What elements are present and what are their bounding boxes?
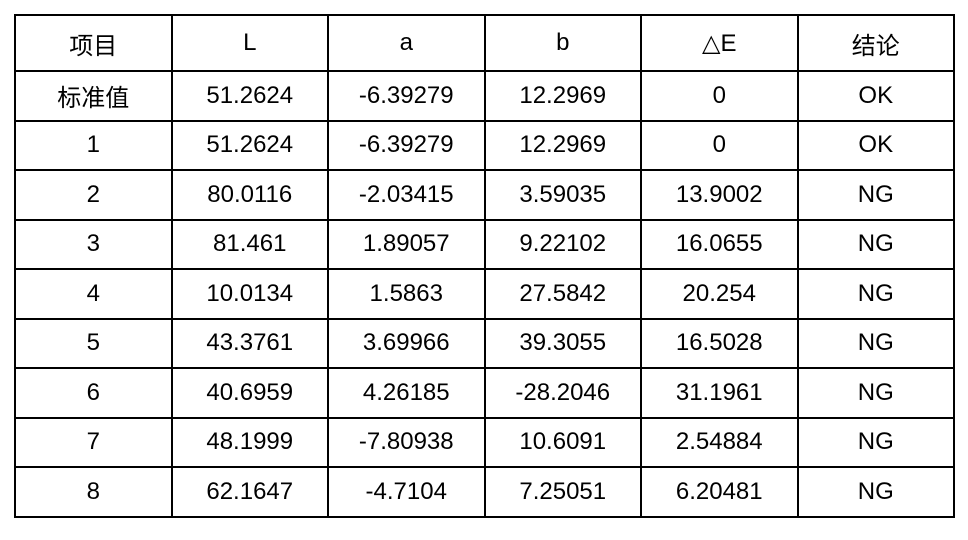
cell-a: 3.69966 — [327, 317, 486, 369]
cell-a: -6.39279 — [327, 70, 486, 122]
cell-L: 81.461 — [170, 218, 329, 270]
cell-b: 9.22102 — [483, 218, 642, 270]
cell-item: 5 — [14, 317, 173, 369]
results-table-container: 项目 L a b △E 结论 标准值 51.2624 -6.39279 12.2… — [14, 14, 955, 518]
cell-b: 12.2969 — [483, 70, 642, 122]
cell-conclusion: NG — [796, 268, 955, 320]
table-row-1: 1 51.2624 -6.39279 12.2969 0 OK — [14, 119, 955, 171]
header-row: 项目 L a b △E 结论 — [14, 14, 955, 72]
cell-L: 48.1999 — [170, 416, 329, 468]
cell-item: 标准值 — [14, 70, 173, 122]
cell-item: 2 — [14, 169, 173, 221]
cell-L: 62.1647 — [170, 466, 329, 518]
cell-conclusion: NG — [796, 416, 955, 468]
cell-deltaE: 13.9002 — [640, 169, 799, 221]
cell-conclusion: NG — [796, 218, 955, 270]
cell-deltaE: 0 — [640, 119, 799, 171]
cell-L: 40.6959 — [170, 367, 329, 419]
cell-deltaE: 20.254 — [640, 268, 799, 320]
table-row-3: 3 81.461 1.89057 9.22102 16.0655 NG — [14, 218, 955, 270]
cell-b: 10.6091 — [483, 416, 642, 468]
cell-item: 1 — [14, 119, 173, 171]
table-header: 项目 L a b △E 结论 — [14, 14, 955, 72]
cell-conclusion: OK — [796, 119, 955, 171]
cell-deltaE: 0 — [640, 70, 799, 122]
cell-a: -2.03415 — [327, 169, 486, 221]
header-item: 项目 — [14, 14, 173, 72]
cell-L: 43.3761 — [170, 317, 329, 369]
header-conclusion: 结论 — [796, 14, 955, 72]
table-row-2: 2 80.0116 -2.03415 3.59035 13.9002 NG — [14, 169, 955, 221]
cell-item: 3 — [14, 218, 173, 270]
cell-b: 3.59035 — [483, 169, 642, 221]
cell-a: -7.80938 — [327, 416, 486, 468]
cell-deltaE: 2.54884 — [640, 416, 799, 468]
cell-item: 7 — [14, 416, 173, 468]
cell-b: 27.5842 — [483, 268, 642, 320]
table-row-4: 4 10.0134 1.5863 27.5842 20.254 NG — [14, 268, 955, 320]
cell-item: 8 — [14, 466, 173, 518]
cell-conclusion: NG — [796, 466, 955, 518]
cell-a: -4.7104 — [327, 466, 486, 518]
table-row-7: 7 48.1999 -7.80938 10.6091 2.54884 NG — [14, 416, 955, 468]
cell-conclusion: NG — [796, 317, 955, 369]
cell-item: 4 — [14, 268, 173, 320]
table-row-8: 8 62.1647 -4.7104 7.25051 6.20481 NG — [14, 466, 955, 518]
cell-L: 10.0134 — [170, 268, 329, 320]
cell-deltaE: 6.20481 — [640, 466, 799, 518]
cell-deltaE: 16.0655 — [640, 218, 799, 270]
cell-deltaE: 31.1961 — [640, 367, 799, 419]
cell-conclusion: NG — [796, 367, 955, 419]
table-body: 标准值 51.2624 -6.39279 12.2969 0 OK 1 51.2… — [14, 70, 955, 518]
cell-a: 1.89057 — [327, 218, 486, 270]
cell-item: 6 — [14, 367, 173, 419]
cell-b: 39.3055 — [483, 317, 642, 369]
table-row-6: 6 40.6959 4.26185 -28.2046 31.1961 NG — [14, 367, 955, 419]
header-a: a — [327, 14, 486, 72]
cell-b: -28.2046 — [483, 367, 642, 419]
header-b: b — [483, 14, 642, 72]
cell-a: -6.39279 — [327, 119, 486, 171]
cell-L: 51.2624 — [170, 70, 329, 122]
cell-b: 7.25051 — [483, 466, 642, 518]
cell-conclusion: OK — [796, 70, 955, 122]
table-row-5: 5 43.3761 3.69966 39.3055 16.5028 NG — [14, 317, 955, 369]
cell-L: 51.2624 — [170, 119, 329, 171]
header-deltaE: △E — [640, 14, 799, 72]
color-measurement-table: 项目 L a b △E 结论 标准值 51.2624 -6.39279 12.2… — [14, 14, 955, 518]
cell-b: 12.2969 — [483, 119, 642, 171]
header-L: L — [170, 14, 329, 72]
cell-a: 1.5863 — [327, 268, 486, 320]
table-row-standard: 标准值 51.2624 -6.39279 12.2969 0 OK — [14, 70, 955, 122]
cell-conclusion: NG — [796, 169, 955, 221]
cell-a: 4.26185 — [327, 367, 486, 419]
cell-deltaE: 16.5028 — [640, 317, 799, 369]
cell-L: 80.0116 — [170, 169, 329, 221]
